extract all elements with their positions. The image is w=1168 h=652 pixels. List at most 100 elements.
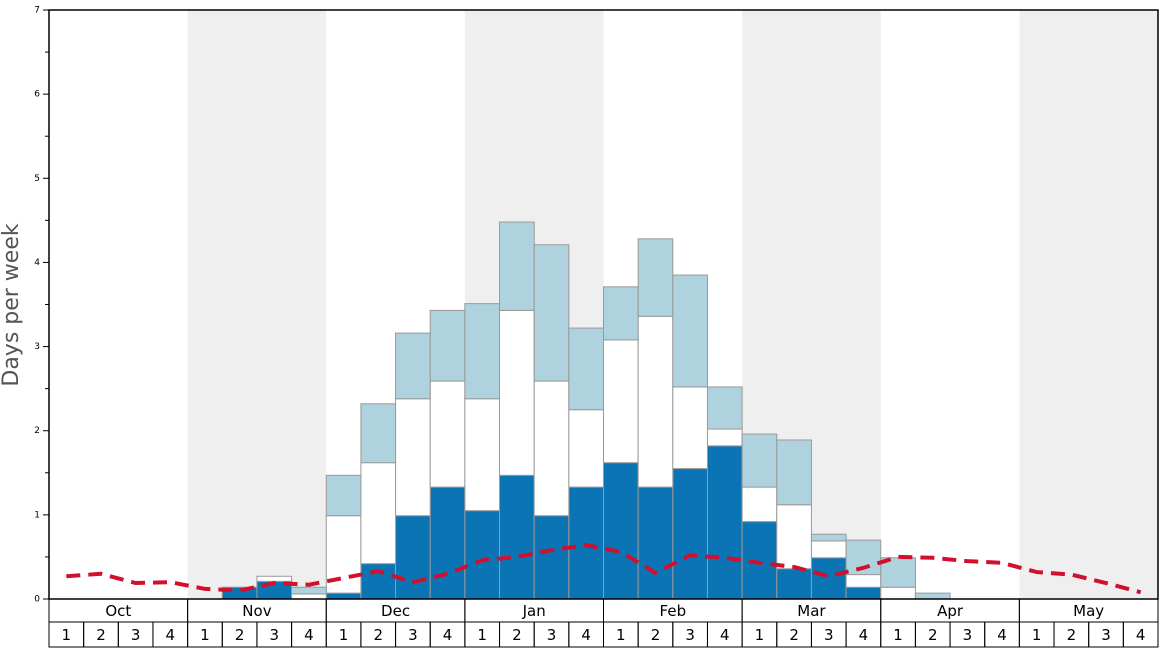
- x-tick-label: 1: [62, 626, 72, 644]
- x-tick-label: 4: [166, 626, 176, 644]
- bar-segment: [499, 309, 535, 476]
- y-tick-label: 3: [34, 342, 40, 352]
- x-tick-label: 4: [304, 626, 314, 644]
- month-label: Jan: [522, 602, 546, 620]
- bar-segment: [429, 380, 466, 488]
- bar-segment: [810, 533, 847, 542]
- bar-segment: [810, 557, 847, 600]
- x-tick-label: 3: [685, 626, 695, 644]
- x-tick-label: 4: [720, 626, 730, 644]
- x-tick-label: 4: [581, 626, 591, 644]
- x-tick-label: 1: [1032, 626, 1042, 644]
- x-tick-label: 4: [997, 626, 1007, 644]
- bar-segment: [637, 315, 674, 488]
- x-tick-label: 2: [1067, 626, 1077, 644]
- x-tick-label: 2: [235, 626, 245, 644]
- bar-segment: [395, 515, 431, 600]
- bar-segment: [637, 486, 674, 600]
- bar-segment: [360, 462, 397, 565]
- bar-segment: [706, 386, 743, 430]
- bar-segment: [706, 445, 743, 600]
- bar-segment: [880, 586, 916, 600]
- x-tick-label: 1: [893, 626, 903, 644]
- x-tick-label: 2: [928, 626, 938, 644]
- bar-segment: [706, 428, 743, 447]
- bar-segment: [741, 486, 778, 523]
- x-tick-label: 2: [96, 626, 106, 644]
- x-tick-label: 3: [269, 626, 279, 644]
- bar-segment: [533, 380, 570, 517]
- x-tick-label: 3: [131, 626, 141, 644]
- month-label: Dec: [381, 602, 410, 620]
- bar-segment: [776, 568, 812, 600]
- y-tick-label: 7: [34, 6, 40, 16]
- bar-segment: [568, 327, 604, 411]
- month-label: Apr: [937, 602, 964, 620]
- y-tick-label: 5: [34, 174, 40, 184]
- y-tick-label: 4: [34, 258, 40, 268]
- x-tick-label: 1: [755, 626, 765, 644]
- week-cell: [1122, 621, 1159, 648]
- bar-segment: [256, 575, 293, 582]
- bar-segment: [810, 540, 847, 559]
- month-label: Feb: [660, 602, 687, 620]
- x-tick-label: 4: [1136, 626, 1146, 644]
- bar-segment: [603, 462, 639, 600]
- bar-segment: [568, 409, 604, 488]
- x-tick-label: 3: [824, 626, 834, 644]
- x-tick-label: 1: [339, 626, 349, 644]
- x-tick-label: 1: [616, 626, 626, 644]
- month-band: [187, 10, 327, 599]
- x-tick-label: 2: [373, 626, 383, 644]
- bar-segment: [291, 586, 327, 595]
- bar-segment: [880, 557, 916, 588]
- bar-segment: [429, 309, 466, 382]
- bar-segment: [672, 386, 708, 470]
- month-band: [1019, 10, 1158, 599]
- bar-segment: [499, 474, 535, 600]
- month-label: Nov: [242, 602, 271, 620]
- y-tick-label: 2: [34, 426, 40, 436]
- x-tick-label: 2: [651, 626, 661, 644]
- x-tick-label: 3: [408, 626, 418, 644]
- bar-segment: [845, 586, 882, 600]
- x-tick-label: 3: [1101, 626, 1111, 644]
- bar-segment: [914, 592, 951, 600]
- bar-segment: [568, 486, 604, 600]
- month-label: Oct: [105, 602, 131, 620]
- bar-segment: [776, 504, 812, 570]
- bar-segment: [672, 468, 708, 600]
- y-axis-label: Days per week: [0, 223, 24, 386]
- month-label: Mar: [797, 602, 826, 620]
- month-label: May: [1073, 602, 1104, 620]
- bar-segment: [637, 238, 674, 317]
- x-tick-label: 4: [443, 626, 453, 644]
- bar-segment: [741, 521, 778, 600]
- bar-segment: [325, 592, 362, 600]
- bar-segment: [395, 332, 431, 400]
- bar-segment: [603, 339, 639, 464]
- bar-segment: [603, 286, 639, 341]
- bar-segment: [533, 244, 570, 382]
- y-tick-label: 6: [34, 90, 40, 100]
- trend-line: [66, 543, 1142, 595]
- x-tick-label: 2: [789, 626, 799, 644]
- bar-segment: [464, 303, 501, 400]
- x-tick-label: 4: [859, 626, 869, 644]
- bar-segment: [395, 398, 431, 517]
- bar-segment: [672, 274, 708, 388]
- bar-segment: [464, 510, 501, 600]
- bar-segment: [533, 515, 570, 600]
- x-tick-label: 1: [200, 626, 210, 644]
- bar-segment: [325, 474, 362, 517]
- bar-segment: [360, 563, 397, 600]
- bar-segment: [291, 593, 327, 600]
- bar-segment: [360, 403, 397, 464]
- bar-segment: [845, 574, 882, 588]
- bar-segment: [499, 221, 535, 311]
- bar-segment: [741, 433, 778, 488]
- y-tick-label: 1: [34, 510, 40, 520]
- bar-segment: [776, 439, 812, 506]
- bar-segment: [464, 398, 501, 512]
